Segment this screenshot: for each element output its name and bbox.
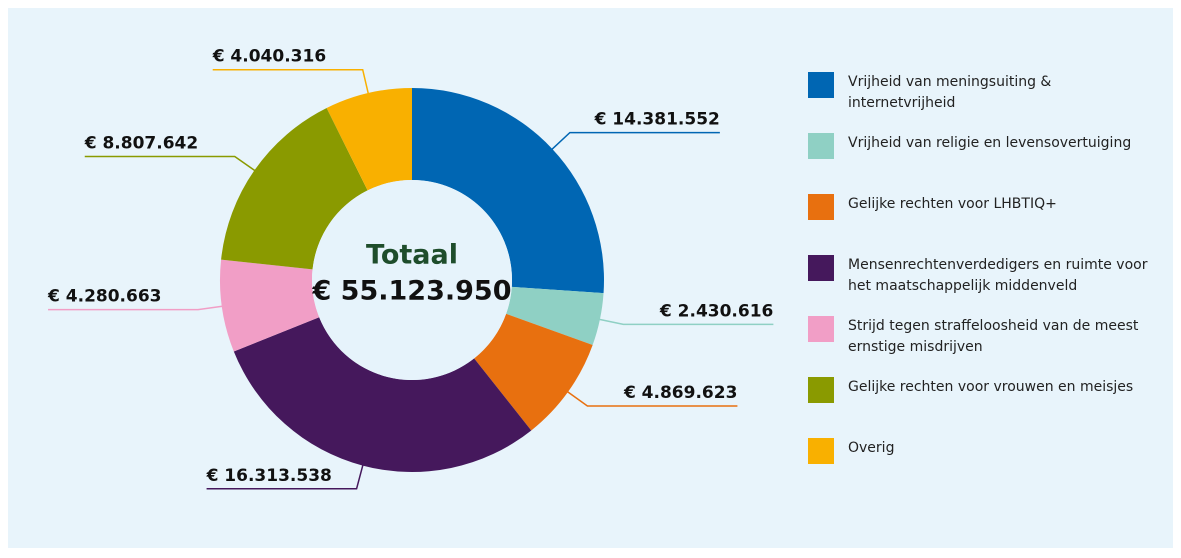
leader-line bbox=[84, 155, 260, 175]
slice bbox=[233, 317, 532, 472]
legend-swatch bbox=[808, 377, 834, 403]
slice bbox=[412, 88, 605, 294]
legend-label: Overig bbox=[848, 440, 895, 456]
center-label: Totaal bbox=[366, 240, 458, 271]
legend-swatch bbox=[808, 194, 834, 220]
legend-label: Gelijke rechten voor vrouwen en meisjes bbox=[848, 379, 1134, 395]
value-label: € 8.807.642 bbox=[84, 134, 198, 154]
slice bbox=[326, 88, 412, 191]
legend-item: Mensenrechtenverdedigers en ruimte voor … bbox=[808, 255, 1168, 316]
value-label: € 14.381.552 bbox=[594, 110, 720, 130]
leader-line bbox=[206, 459, 365, 490]
legend-swatch bbox=[808, 255, 834, 281]
legend-label: Vrijheid van meningsuiting & internetvri… bbox=[848, 74, 1052, 111]
legend-swatch bbox=[808, 133, 834, 159]
legend-label: Gelijke rechten voor LHBTIQ+ bbox=[848, 196, 1057, 212]
leader-line bbox=[562, 387, 738, 407]
legend-swatch bbox=[808, 72, 834, 98]
legend-label: Mensenrechtenverdedigers en ruimte voor … bbox=[848, 257, 1148, 294]
legend-swatch bbox=[808, 316, 834, 342]
legend-item: Vrijheid van meningsuiting & internetvri… bbox=[808, 72, 1168, 133]
legend-item: Gelijke rechten voor LHBTIQ+ bbox=[808, 194, 1168, 255]
slice bbox=[221, 108, 368, 270]
legend-item: Overig bbox=[808, 438, 1168, 499]
value-label: € 4.280.663 bbox=[47, 287, 161, 307]
slice bbox=[220, 259, 320, 352]
legend-item: Vrijheid van religie en levensovertuigin… bbox=[808, 133, 1168, 194]
slice bbox=[506, 286, 604, 346]
value-label: € 4.040.316 bbox=[212, 47, 326, 67]
legend-item: Strijd tegen straffeloosheid van de mees… bbox=[808, 316, 1168, 377]
value-label: € 4.869.623 bbox=[623, 383, 737, 403]
leader-line bbox=[593, 317, 774, 326]
value-label: € 2.430.616 bbox=[659, 301, 773, 321]
slice bbox=[474, 313, 593, 431]
legend: Vrijheid van meningsuiting & internetvri… bbox=[808, 72, 1168, 499]
donut-hole bbox=[312, 180, 512, 380]
legend-swatch bbox=[808, 438, 834, 464]
leader-line bbox=[212, 68, 371, 100]
total-label: € 55.123.950 bbox=[312, 276, 512, 307]
legend-label: Strijd tegen straffeloosheid van de mees… bbox=[848, 318, 1139, 355]
legend-label: Vrijheid van religie en levensovertuigin… bbox=[848, 135, 1132, 151]
legend-item: Gelijke rechten voor vrouwen en meisjes bbox=[808, 377, 1168, 438]
leader-line bbox=[547, 131, 720, 154]
leader-line bbox=[48, 304, 228, 311]
value-label: € 16.313.538 bbox=[206, 466, 332, 486]
